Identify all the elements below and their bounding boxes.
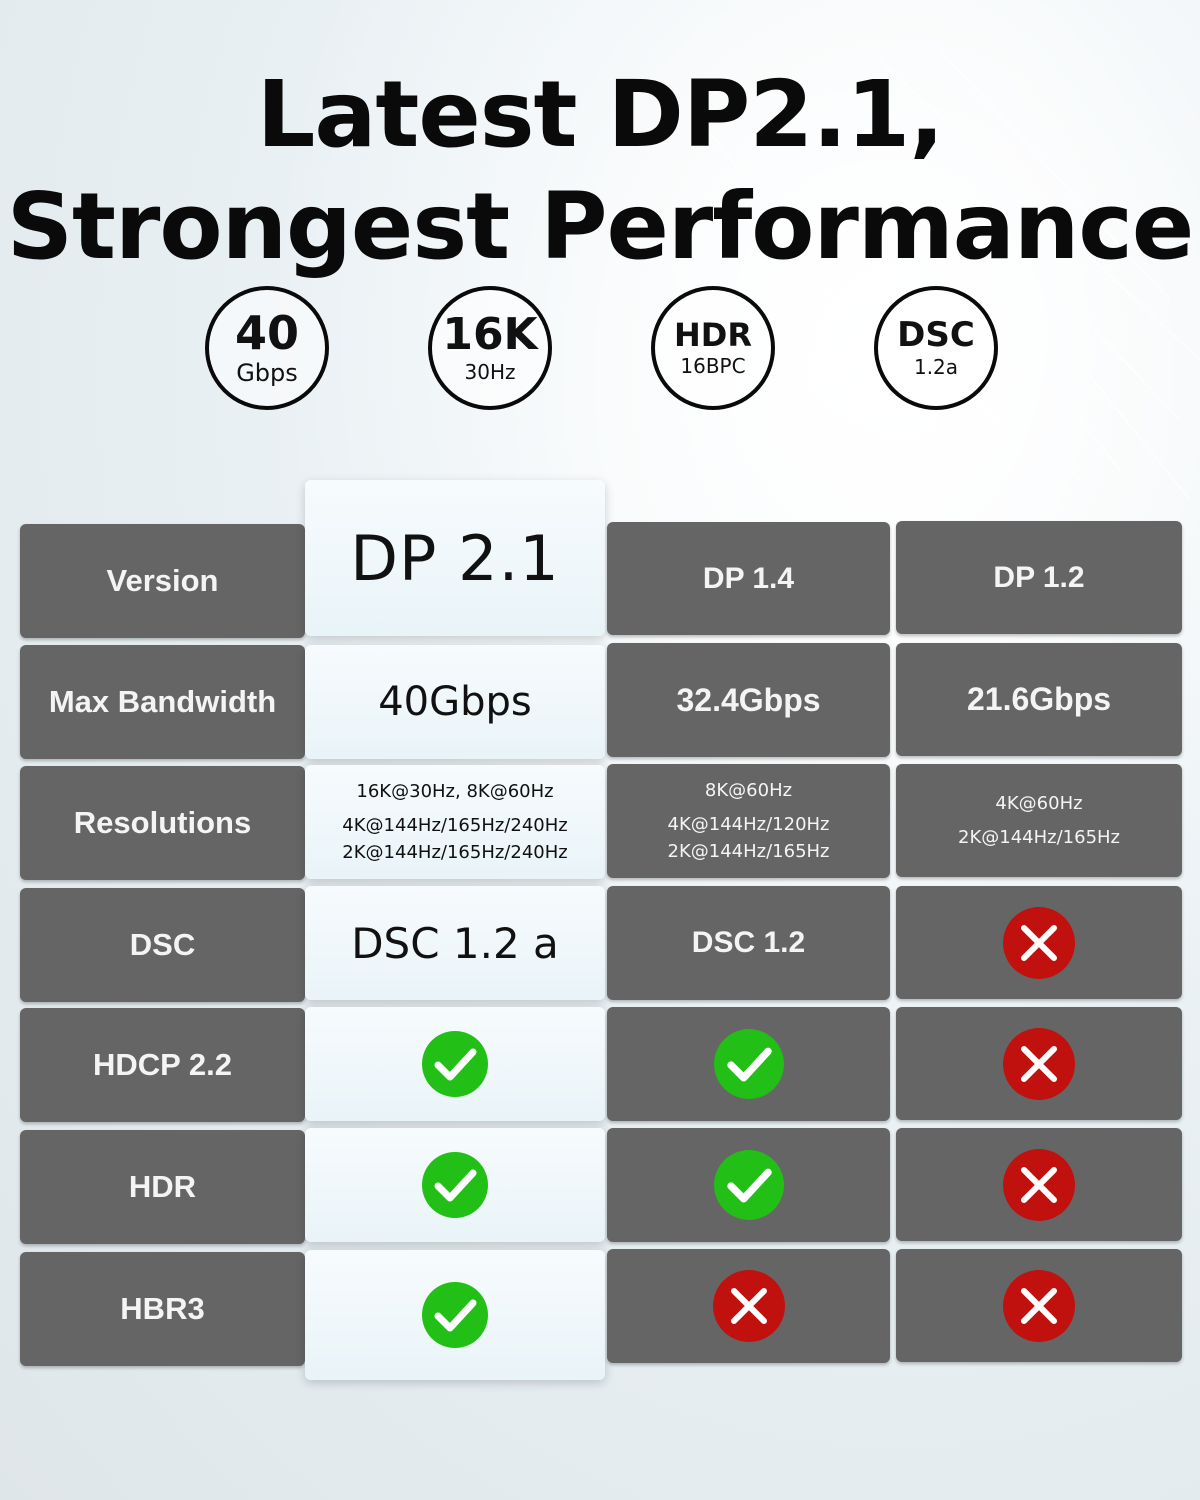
cell-version-dp12: DP 1.2 xyxy=(896,521,1182,634)
cell-dsc-dp12 xyxy=(896,886,1182,999)
check-icon xyxy=(421,1151,489,1219)
badge-hdr: HDR 16BPC xyxy=(651,286,775,410)
resolution-line: 2K@144Hz/165Hz/240Hz xyxy=(342,842,568,863)
row-label-text: DSC xyxy=(129,927,196,962)
resolution-line: 16K@30Hz, 8K@60Hz xyxy=(356,781,554,802)
row-label-text: Version xyxy=(106,563,219,598)
check-icon xyxy=(713,1149,785,1221)
badge-unit: 16BPC xyxy=(680,354,746,378)
badge-value: 16K xyxy=(442,309,538,360)
cell-resolutions-dp21: 16K@30Hz, 8K@60Hz 4K@144Hz/165Hz/240Hz 2… xyxy=(305,765,605,879)
cell-text: DSC 1.2 a xyxy=(351,918,559,968)
row-label-dsc: DSC xyxy=(20,888,305,1002)
resolution-line: 4K@144Hz/165Hz/240Hz xyxy=(342,815,568,836)
cell-hdr-dp12 xyxy=(896,1128,1182,1241)
row-label-text: HBR3 xyxy=(120,1291,205,1326)
row-label-text: Resolutions xyxy=(73,805,252,840)
row-label-hdcp: HDCP 2.2 xyxy=(20,1008,305,1122)
cell-resolutions-dp14: 8K@60Hz 4K@144Hz/120Hz 2K@144Hz/165Hz xyxy=(607,764,890,878)
headline-line-1: Latest DP2.1, xyxy=(256,61,945,168)
check-icon xyxy=(421,1030,489,1098)
badge-dsc: DSC 1.2a xyxy=(874,286,998,410)
resolution-line: 2K@144Hz/165Hz xyxy=(667,841,830,862)
cell-dsc-dp14: DSC 1.2 xyxy=(607,886,890,1000)
cell-hdcp-dp12 xyxy=(896,1007,1182,1120)
cell-text: DP 1.2 xyxy=(993,560,1085,594)
badge-value: 40 xyxy=(234,305,299,360)
cell-dsc-dp21: DSC 1.2 a xyxy=(305,886,605,1000)
badge-unit: Gbps xyxy=(236,358,298,387)
cell-hdr-dp21 xyxy=(305,1128,605,1242)
resolution-line: 4K@60Hz xyxy=(995,793,1083,814)
cell-bandwidth-dp12: 21.6Gbps xyxy=(896,643,1182,756)
badge-unit: 1.2a xyxy=(913,355,959,379)
resolution-line: 2K@144Hz/165Hz xyxy=(958,827,1120,848)
cell-bandwidth-dp14: 32.4Gbps xyxy=(607,643,890,757)
cell-hbr3-dp21 xyxy=(305,1250,605,1380)
resolution-line: 8K@60Hz xyxy=(704,780,793,801)
row-label-bandwidth: Max Bandwidth xyxy=(20,645,305,759)
badge-bandwidth: 40 Gbps xyxy=(205,286,329,410)
cell-version-dp21: DP 2.1 xyxy=(305,480,605,636)
row-label-text: HDR xyxy=(128,1169,197,1204)
row-label-text: Max Bandwidth xyxy=(48,684,277,719)
cross-icon xyxy=(712,1269,786,1343)
cell-text: DP 2.1 xyxy=(350,521,560,595)
cell-resolutions-dp12: 4K@60Hz 2K@144Hz/165Hz xyxy=(896,764,1182,877)
cross-icon xyxy=(1002,906,1076,980)
headline-line-2: Strongest Performance xyxy=(6,173,1195,280)
cell-hbr3-dp14 xyxy=(607,1249,890,1363)
badge-unit: 30Hz xyxy=(464,360,516,384)
cell-text: 40Gbps xyxy=(378,679,532,725)
badge-value: DSC xyxy=(897,315,975,355)
cell-text: 21.6Gbps xyxy=(966,681,1112,717)
row-label-hdr: HDR xyxy=(20,1130,305,1244)
cell-version-dp14: DP 1.4 xyxy=(607,522,890,635)
cell-text: 32.4Gbps xyxy=(676,681,821,718)
row-label-version: Version xyxy=(20,524,305,638)
cell-text: DSC 1.2 xyxy=(691,926,806,959)
cross-icon xyxy=(1002,1269,1076,1343)
cell-bandwidth-dp21: 40Gbps xyxy=(305,645,605,759)
check-icon xyxy=(421,1281,489,1349)
cell-text: DP 1.4 xyxy=(702,561,795,595)
cell-hdcp-dp21 xyxy=(305,1007,605,1121)
cross-icon xyxy=(1002,1027,1076,1101)
cell-hdcp-dp14 xyxy=(607,1007,890,1121)
cell-hbr3-dp12 xyxy=(896,1249,1182,1362)
cell-hdr-dp14 xyxy=(607,1128,890,1242)
cross-icon xyxy=(1002,1148,1076,1222)
row-label-hbr3: HBR3 xyxy=(20,1252,305,1366)
badge-value: HDR xyxy=(674,316,752,354)
row-label-text: HDCP 2.2 xyxy=(93,1047,232,1082)
row-label-resolutions: Resolutions xyxy=(20,766,305,880)
badge-resolution: 16K 30Hz xyxy=(428,286,552,410)
check-icon xyxy=(713,1028,785,1100)
resolution-line: 4K@144Hz/120Hz xyxy=(667,814,830,835)
